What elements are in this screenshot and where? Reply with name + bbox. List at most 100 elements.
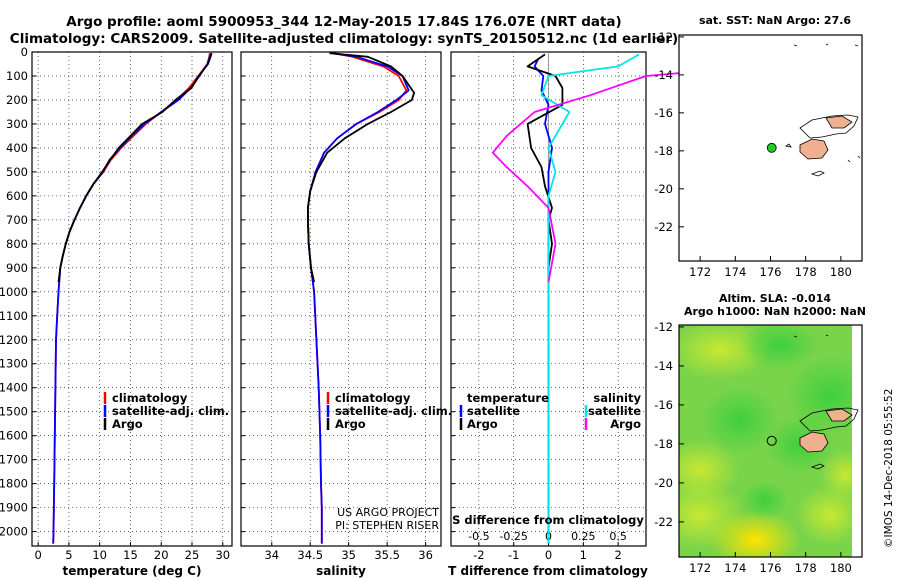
sla-field (679, 325, 862, 557)
x-tick-label: 36 (418, 548, 433, 562)
map-x-tick-label: 180 (830, 561, 852, 575)
x-tick-label: 35 (341, 548, 356, 562)
y-tick-label: 400 (6, 141, 28, 155)
viti-levu-island (799, 431, 829, 453)
islet (810, 463, 825, 470)
salinity-legend: climatology satellite-adj. clim. Argo (326, 391, 452, 431)
map-y-tick-label: -22 (654, 515, 673, 529)
islet (825, 43, 829, 46)
islet (857, 155, 861, 159)
viti-levu-island (799, 138, 829, 160)
x-tick-label: 10 (92, 548, 107, 562)
map-y-tick-label: -18 (654, 144, 673, 158)
map-y-tick-label: -12 (654, 30, 673, 44)
legend-s-argo: Argo (610, 417, 641, 431)
map-x-tick-label: 178 (795, 561, 817, 575)
s-diff-tick-label: -0.5 (468, 530, 489, 543)
map-x-tick-label: 174 (724, 561, 746, 575)
y-tick-label: 700 (6, 213, 28, 227)
map-y-tick-label: -12 (654, 320, 673, 334)
x-tick-label: 0 (545, 548, 552, 562)
map-y-tick-label: -18 (654, 437, 673, 451)
map-x-tick-label: 172 (689, 265, 711, 279)
series-layer (52, 52, 814, 544)
sst-map-title: sat. SST: NaN Argo: 27.6 (699, 14, 851, 27)
y-tick-label: 2000 (0, 525, 28, 539)
x-tick-label: 2 (614, 548, 621, 562)
axis-layer: 0 5 10 15 20 25 30 34 34.5 35 35.5 36 -2 -1 0 1 20100200… (0, 45, 627, 562)
legend-s-satellite: satellite (588, 404, 641, 418)
sla-blob (740, 325, 820, 370)
x-tick-label: 25 (185, 548, 200, 562)
sla-no-data-strip (852, 325, 862, 557)
x-tick-label: 20 (154, 548, 169, 562)
map-x-tick-label: 176 (760, 561, 782, 575)
sla-blob (710, 510, 800, 557)
series-line-argo (57, 52, 213, 283)
legend-temperature-heading: temperature (467, 391, 549, 405)
y-tick-label: 500 (6, 165, 28, 179)
y-tick-label: 1800 (0, 477, 28, 491)
x-tick-label: 0 (34, 548, 41, 562)
vanua-levu-island (825, 408, 853, 422)
y-tick-label: 1700 (0, 453, 28, 467)
x-tick-label: 30 (215, 548, 230, 562)
x-tick-label: -1 (508, 548, 519, 562)
salinity-panel (240, 51, 442, 547)
y-tick-label: 100 (6, 69, 28, 83)
sla-blob (820, 450, 862, 500)
y-tick-label: 200 (6, 93, 28, 107)
map-y-tick-label: -20 (654, 182, 673, 196)
float-position-marker (766, 142, 777, 153)
s-diff-tick-label: -0.25 (499, 530, 527, 543)
x-tick-label: 35.5 (374, 548, 400, 562)
series-line-s-satellite (540, 53, 640, 544)
temperature-panel (31, 51, 233, 547)
islet (784, 143, 792, 148)
sla-map-subtitle: Argo h1000: NaN h2000: NaN (684, 305, 866, 318)
map-y-tick-label: -22 (654, 220, 673, 234)
sla-blob (795, 485, 862, 545)
sst-map-coastline (784, 43, 861, 177)
sla-blob (700, 385, 780, 455)
legend-argo: Argo (335, 417, 366, 431)
y-tick-label: 900 (6, 261, 28, 275)
series-line-s-argo (491, 53, 814, 283)
t-difference-xlabel: T difference from climatology (448, 564, 648, 578)
legend-argo: Argo (112, 417, 143, 431)
map-x-tick-label: 176 (760, 265, 782, 279)
y-tick-label: 1200 (0, 333, 28, 347)
x-tick-label: -2 (473, 548, 484, 562)
sla-blob (740, 480, 790, 520)
sla-map-title: Altim. SLA: -0.014 (719, 292, 831, 305)
map-y-tick-label: -16 (654, 106, 673, 120)
x-tick-label: 5 (65, 548, 72, 562)
legend-climatology: climatology (112, 391, 188, 405)
figure-title-line-2: Climatology: CARS2009. Satellite-adjuste… (10, 31, 678, 47)
map-x-tick-label: 178 (795, 265, 817, 279)
y-tick-label: 0 (21, 45, 28, 59)
coastline-outline (799, 407, 859, 432)
figure-title-line-1: Argo profile: aoml 5900953_344 12-May-20… (66, 14, 621, 30)
temperature-legend: climatology satellite-adj. clim. Argo (103, 391, 229, 431)
coastline-outline (799, 114, 859, 139)
map-y-tick-label: -16 (654, 398, 673, 412)
map-axis-layer: -12 -14 -16 -18 -20 -22 172 174 176 178 180 -12 -14 -… (654, 30, 852, 575)
legend-satellite: satellite-adj. clim. (335, 404, 452, 418)
vanua-levu-island (825, 115, 853, 129)
islet (825, 334, 829, 337)
islet (793, 335, 798, 338)
y-tick-label: 1500 (0, 405, 28, 419)
difference-legend: temperature satellite Argo salinity sate… (459, 391, 641, 431)
islet (854, 44, 859, 47)
legend-salinity-heading: salinity (593, 391, 641, 405)
legend-satellite: satellite-adj. clim. (112, 404, 229, 418)
grid-layer (32, 51, 646, 546)
pi-credit: PI: STEPHEN RISER (335, 519, 439, 532)
imos-timestamp: ©IMOS 14-Dec-2018 05:55:52 (883, 389, 895, 548)
x-tick-label: 15 (123, 548, 138, 562)
map-x-tick-label: 174 (724, 265, 746, 279)
legend-climatology: climatology (335, 391, 411, 405)
y-tick-label: 1300 (0, 357, 28, 371)
map-y-tick-label: -14 (654, 68, 673, 82)
